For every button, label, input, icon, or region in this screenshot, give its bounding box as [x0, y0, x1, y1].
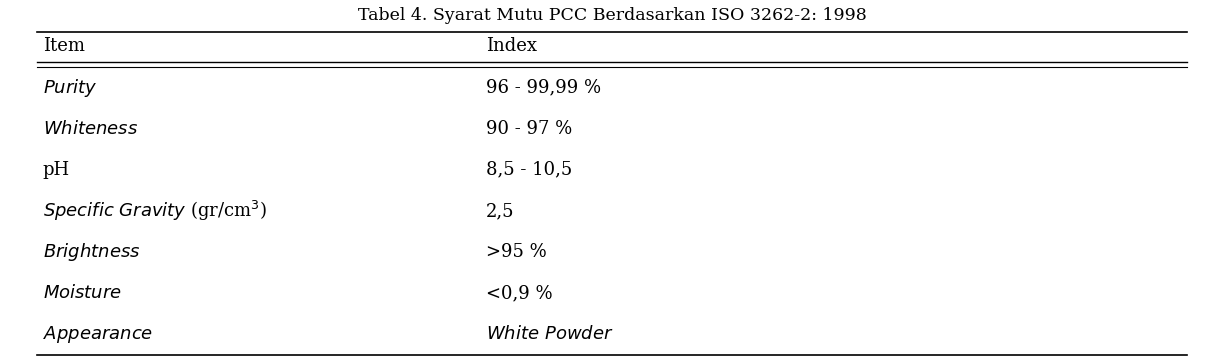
Text: $\it{Brightness}$: $\it{Brightness}$	[43, 241, 141, 263]
Text: $\it{White\ Powder}$: $\it{White\ Powder}$	[486, 325, 613, 344]
Text: Index: Index	[486, 37, 537, 55]
Text: 90 - 97 %: 90 - 97 %	[486, 120, 572, 138]
Text: pH: pH	[43, 161, 70, 179]
Text: <0,9 %: <0,9 %	[486, 284, 552, 302]
Text: $\it{Purity}$: $\it{Purity}$	[43, 77, 98, 98]
Text: $\it{Moisture}$: $\it{Moisture}$	[43, 284, 122, 302]
Text: $\it{Whiteness}$: $\it{Whiteness}$	[43, 120, 138, 138]
Text: 96 - 99,99 %: 96 - 99,99 %	[486, 79, 601, 97]
Text: Tabel 4. Syarat Mutu PCC Berdasarkan ISO 3262-2: 1998: Tabel 4. Syarat Mutu PCC Berdasarkan ISO…	[357, 8, 867, 25]
Text: 8,5 - 10,5: 8,5 - 10,5	[486, 161, 572, 179]
Text: $\it{Specific\ Gravity}$ (gr/cm$^3$): $\it{Specific\ Gravity}$ (gr/cm$^3$)	[43, 199, 267, 223]
Text: >95 %: >95 %	[486, 243, 547, 261]
Text: 2,5: 2,5	[486, 202, 514, 220]
Text: $\it{Appearance}$: $\it{Appearance}$	[43, 324, 153, 345]
Text: Item: Item	[43, 37, 84, 55]
